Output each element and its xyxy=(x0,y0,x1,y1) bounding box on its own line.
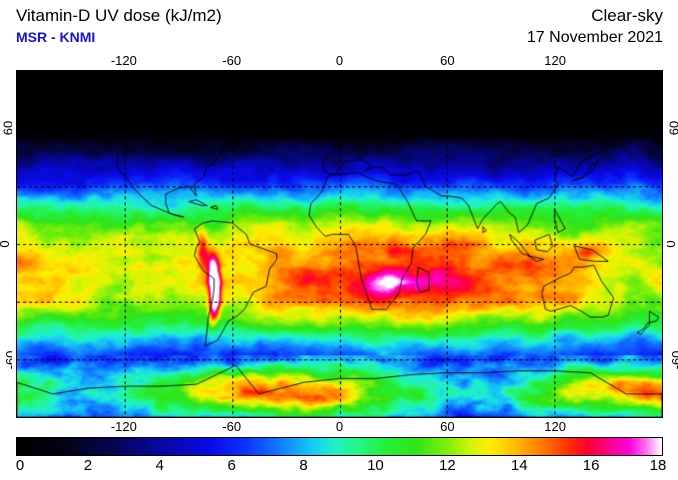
map-plot-area xyxy=(16,70,663,418)
colorbar-tick-2: 2 xyxy=(84,457,92,474)
colorbar-tick-labels: 0 2 4 6 8 10 12 14 16 18 xyxy=(0,457,678,479)
colorbar-tick-4: 4 xyxy=(156,457,164,474)
y-tick-mark-right xyxy=(664,104,667,152)
colorbar-tick-10: 10 xyxy=(367,457,384,474)
x-tick-mark-top-edge2 xyxy=(619,66,663,69)
x-tick-mark-top xyxy=(318,66,362,69)
y-tick-label-right-neg60: -60 xyxy=(669,351,678,370)
x-tick-mark-top xyxy=(210,66,254,69)
x-tick-mark-bottom xyxy=(318,419,362,422)
colorbar-tick-14: 14 xyxy=(511,457,528,474)
page-title: Vitamin-D UV dose (kJ/m2) xyxy=(16,6,222,26)
x-tick-mark-bottom-edge2 xyxy=(619,419,663,422)
figure-root: Vitamin-D UV dose (kJ/m2) MSR - KNMI Cle… xyxy=(0,0,678,480)
x-tick-mark-top xyxy=(425,66,469,69)
x-tick-mark-bottom xyxy=(102,419,146,422)
colorbar-tick-0: 0 xyxy=(16,457,24,474)
data-source-label: MSR - KNMI xyxy=(16,29,95,45)
colorbar xyxy=(16,437,663,456)
y-tick-mark-right xyxy=(664,336,667,384)
y-tick-mark-left-edge xyxy=(12,70,15,110)
y-tick-label-right-60: 60 xyxy=(667,121,678,135)
colorbar-tick-18: 18 xyxy=(650,457,667,474)
x-tick-mark-bottom xyxy=(210,419,254,422)
x-tick-mark-top xyxy=(533,66,577,69)
x-tick-mark-bottom xyxy=(425,419,469,422)
colorbar-tick-6: 6 xyxy=(227,457,235,474)
x-tick-mark-top xyxy=(102,66,146,69)
sky-condition-label: Clear-sky xyxy=(591,6,663,26)
y-tick-label-left-0: 0 xyxy=(0,240,12,247)
y-tick-mark-right-edge xyxy=(664,70,667,110)
x-tick-mark-bottom-edge xyxy=(16,419,60,422)
y-tick-label-left-neg60: -60 xyxy=(3,351,18,370)
date-label: 17 November 2021 xyxy=(527,29,663,47)
x-tick-mark-top-edge xyxy=(16,66,60,69)
y-tick-mark-right-edge2 xyxy=(664,378,667,418)
colorbar-gradient xyxy=(17,438,662,455)
x-tick-mark-bottom xyxy=(533,419,577,422)
colorbar-tick-8: 8 xyxy=(299,457,307,474)
colorbar-tick-12: 12 xyxy=(439,457,456,474)
y-tick-mark-left xyxy=(12,104,15,152)
y-tick-mark-right xyxy=(664,220,667,268)
y-tick-mark-left xyxy=(12,220,15,268)
colorbar-tick-16: 16 xyxy=(583,457,600,474)
y-tick-mark-left xyxy=(12,336,15,384)
uv-dose-heatmap xyxy=(17,71,662,417)
y-tick-mark-left-edge2 xyxy=(12,378,15,418)
